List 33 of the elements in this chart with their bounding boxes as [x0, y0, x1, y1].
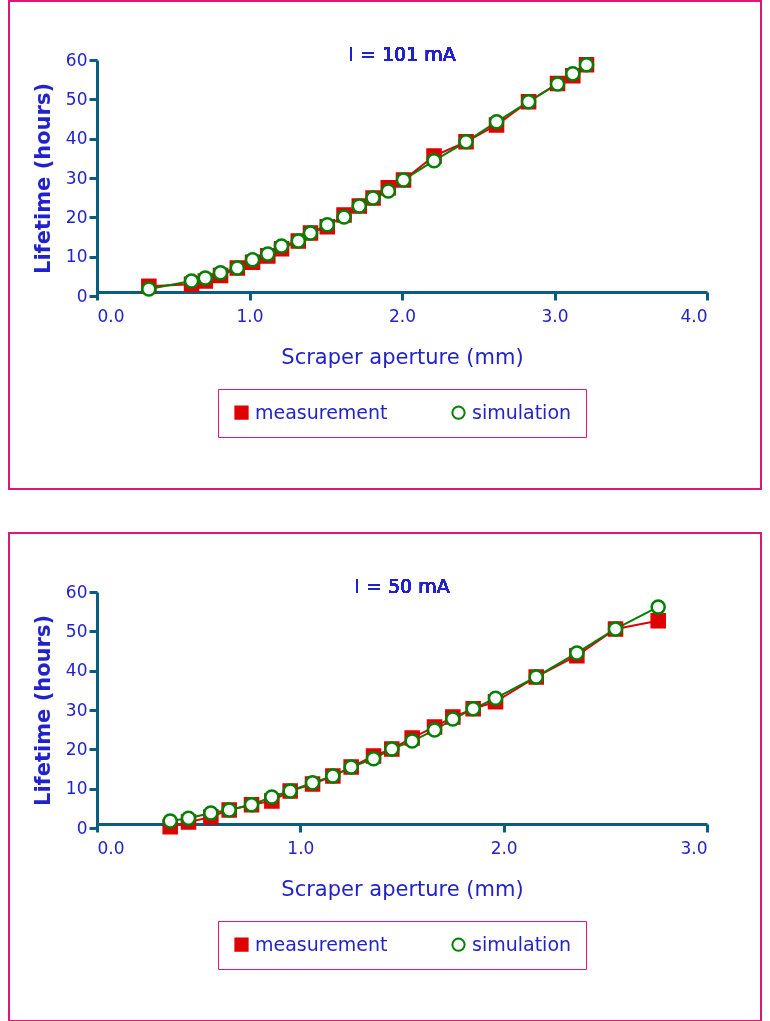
x-axis-title: Scraper aperture (mm)	[281, 876, 524, 901]
x-tick-label: 4.0	[680, 305, 708, 326]
x-tick-label: 3.0	[541, 305, 569, 326]
y-tick-label: 30	[65, 167, 88, 188]
x-tick-label: 0.0	[97, 305, 125, 326]
y-axis-title: Lifetime (hours)	[30, 614, 55, 807]
y-tick-label: 20	[65, 738, 88, 759]
y-tick-label: 40	[65, 660, 88, 681]
y-tick-label: 0	[76, 817, 88, 838]
x-tick-label: 1.0	[287, 837, 315, 858]
y-tick-label: 30	[65, 699, 88, 720]
y-tick-label: 60	[65, 581, 88, 602]
y-tick-label: 20	[65, 206, 88, 227]
legend-label: measurement	[255, 932, 388, 955]
x-tick-label: 0.0	[97, 837, 125, 858]
y-tick-label: 60	[65, 49, 88, 70]
y-tick-label: 10	[65, 246, 88, 267]
x-tick-label: 2.0	[490, 837, 518, 858]
chart-title: I = 50 mA	[354, 575, 450, 597]
y-tick-label: 0	[76, 285, 88, 306]
chart-title: I = 101 mA	[348, 43, 456, 65]
y-tick-label: 40	[65, 128, 88, 149]
y-tick-label: 50	[65, 620, 88, 641]
x-axis-title: Scraper aperture (mm)	[281, 344, 524, 369]
y-tick-label: 10	[65, 778, 88, 799]
x-tick-label: 2.0	[388, 305, 417, 326]
x-tick-label: 3.0	[680, 837, 708, 858]
y-axis-title: Lifetime (hours)	[30, 82, 55, 275]
legend-label: simulation	[472, 932, 572, 955]
legend-label: measurement	[255, 400, 388, 423]
x-tick-label: 1.0	[236, 305, 264, 326]
legend-label: simulation	[472, 400, 572, 423]
y-tick-label: 50	[65, 88, 88, 109]
